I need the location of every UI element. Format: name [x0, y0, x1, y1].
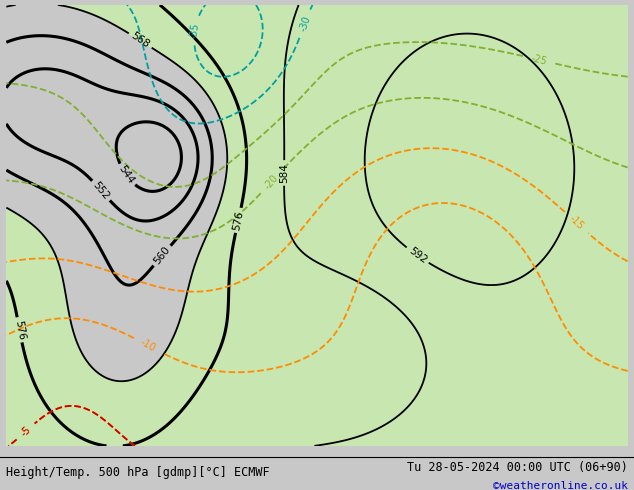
Text: -15: -15 [567, 214, 586, 232]
Text: -35: -35 [189, 22, 201, 39]
Text: -10: -10 [139, 337, 157, 354]
Text: 544: 544 [117, 164, 136, 186]
Text: 560: 560 [152, 245, 172, 267]
Text: ©weatheronline.co.uk: ©weatheronline.co.uk [493, 481, 628, 490]
Text: -20: -20 [262, 172, 280, 191]
Text: -25: -25 [530, 53, 548, 67]
Text: -5: -5 [18, 424, 32, 439]
Text: 552: 552 [91, 180, 111, 201]
Text: -5: -5 [18, 424, 32, 439]
Text: Tu 28-05-2024 00:00 UTC (06+90): Tu 28-05-2024 00:00 UTC (06+90) [407, 462, 628, 474]
Text: 576: 576 [13, 319, 26, 341]
Text: 576: 576 [231, 210, 245, 231]
Text: 592: 592 [406, 245, 429, 266]
Text: -30: -30 [297, 15, 312, 33]
Text: 568: 568 [129, 31, 152, 50]
Text: Height/Temp. 500 hPa [gdmp][°C] ECMWF: Height/Temp. 500 hPa [gdmp][°C] ECMWF [6, 466, 270, 479]
Text: 584: 584 [279, 163, 289, 183]
